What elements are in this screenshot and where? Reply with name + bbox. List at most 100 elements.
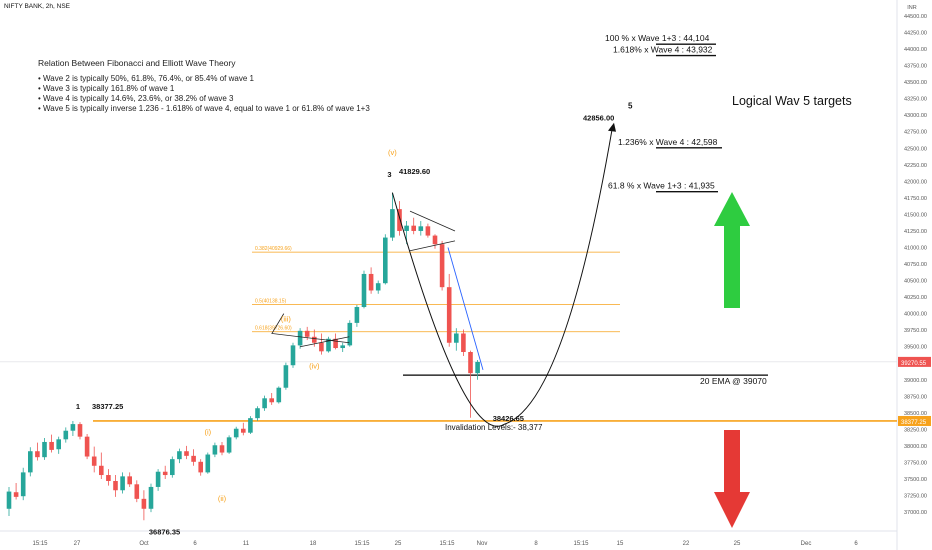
candle-body	[326, 338, 331, 352]
candle-body	[475, 361, 480, 374]
candle-body	[404, 225, 409, 231]
candle-body	[375, 283, 381, 291]
candle-body	[418, 226, 424, 231]
y-tick-label: 38750.00	[904, 394, 927, 400]
x-tick-label: 18	[310, 541, 317, 547]
candle-body	[340, 345, 345, 349]
x-tick-label: 27	[74, 541, 81, 547]
candle-body	[113, 480, 118, 491]
candle-body	[205, 454, 211, 473]
candle-body	[13, 492, 19, 497]
wave-label: 3	[387, 170, 391, 179]
y-tick-label: 42500.00	[904, 146, 927, 152]
wave-label: (v)	[388, 148, 397, 157]
notes-item: Wave 5 is typically inverse 1.236 - 1.61…	[38, 104, 370, 114]
triangle-lower-line	[300, 336, 350, 348]
y-tick-label: 44250.00	[904, 31, 927, 37]
x-tick-label: 8	[534, 541, 538, 547]
ema-label: 20 EMA @ 39070	[700, 376, 767, 386]
wave-label: (i)	[204, 428, 211, 437]
candle-body	[446, 287, 452, 343]
wave-label: (ii)	[218, 494, 227, 503]
candle-body	[177, 451, 182, 460]
y-tick-label: 37000.00	[904, 510, 927, 516]
candle-body	[198, 461, 203, 473]
candle-body	[56, 439, 61, 450]
candle-body	[354, 307, 360, 323]
candle-body	[84, 436, 90, 457]
candle-body	[70, 424, 76, 431]
y-tick-label: 43500.00	[904, 80, 927, 86]
candle-body	[383, 237, 388, 284]
x-tick-label: 15:15	[439, 541, 455, 547]
y-tick-label: 37500.00	[904, 477, 927, 483]
y-tick-label: 40250.00	[904, 295, 927, 301]
candle-body	[106, 475, 111, 481]
last-price-badge	[898, 356, 931, 367]
y-tick-label: 42750.00	[904, 130, 927, 136]
candle-body	[91, 456, 97, 466]
notes-item: Wave 3 is typically 161.8% of wave 1	[38, 84, 370, 94]
notes-item: Wave 2 is typically 50%, 61.8%, 76.4%, o…	[38, 74, 370, 84]
triangle-upper-line	[271, 313, 350, 344]
candle-body	[368, 273, 374, 291]
candle-body	[6, 491, 12, 509]
y-tick-label: 44500.00	[904, 14, 927, 20]
x-tick-label: 15:15	[32, 541, 48, 547]
candle-body	[49, 441, 54, 450]
x-tick-label: 25	[395, 541, 402, 547]
symbol-title: NIFTY BANK, 2h, NSE	[4, 3, 70, 10]
y-tick-label: 39500.00	[904, 345, 927, 351]
x-tick-label: 6	[193, 541, 197, 547]
candle-body	[162, 471, 168, 476]
candle-body	[148, 486, 154, 509]
candle-body	[77, 424, 83, 437]
wave-label: 38426.65	[493, 414, 524, 423]
y-tick-label: 41000.00	[904, 245, 927, 251]
x-tick-label: Nov	[477, 541, 488, 547]
y-tick-label: 38000.00	[904, 444, 927, 450]
x-tick-label: Dec	[801, 541, 812, 547]
candle-body	[233, 428, 239, 438]
targets-title: Logical Wav 5 targets	[732, 94, 852, 108]
projection-curve	[391, 129, 613, 427]
candle-body	[191, 455, 196, 462]
target-label: 1.236% x Wave 4 : 42,598	[618, 137, 718, 147]
red-down-arrow	[714, 430, 750, 528]
candle-body	[461, 333, 466, 352]
candle-body	[333, 338, 338, 349]
wave-label: 41829.60	[399, 167, 430, 176]
y-tick-label: 39750.00	[904, 328, 927, 334]
y-tick-label: 37750.00	[904, 460, 927, 466]
candle-body	[42, 441, 47, 458]
wave-label: 1	[76, 402, 80, 411]
x-tick-label: 25	[734, 541, 741, 547]
candle-body	[262, 398, 267, 409]
candle-body	[432, 235, 438, 245]
candle-body	[290, 345, 296, 366]
y-tick-label: 41250.00	[904, 229, 927, 235]
y-tick-label: 42250.00	[904, 163, 927, 169]
wave-label: 38377.25	[92, 402, 123, 411]
x-tick-label: 15:15	[354, 541, 370, 547]
notes-title: Relation Between Fibonacci and Elliott W…	[38, 58, 236, 68]
candle-body	[425, 226, 431, 236]
candle-body	[312, 336, 317, 343]
candle-body	[390, 209, 395, 238]
target-label: 61.8 % x Wave 1+3 : 41,935	[608, 181, 715, 191]
fib-level-label: 0.382(40929.66)	[255, 246, 292, 252]
trend-line	[447, 247, 484, 370]
projection-arrowhead	[608, 122, 616, 132]
candle-body	[297, 330, 303, 346]
candle-body	[269, 398, 274, 403]
candle-body	[212, 445, 218, 455]
candle-body	[397, 209, 402, 231]
candle-body	[283, 365, 289, 388]
y-tick-label: 41750.00	[904, 196, 927, 202]
x-tick-label: 22	[683, 541, 690, 547]
invalidation-label: Invalidation Levels:- 38,377	[445, 423, 543, 432]
notes-item: Wave 4 is typically 14.6%, 23.6%, or 38.…	[38, 94, 370, 104]
wave-label: 36876.35	[149, 527, 180, 536]
